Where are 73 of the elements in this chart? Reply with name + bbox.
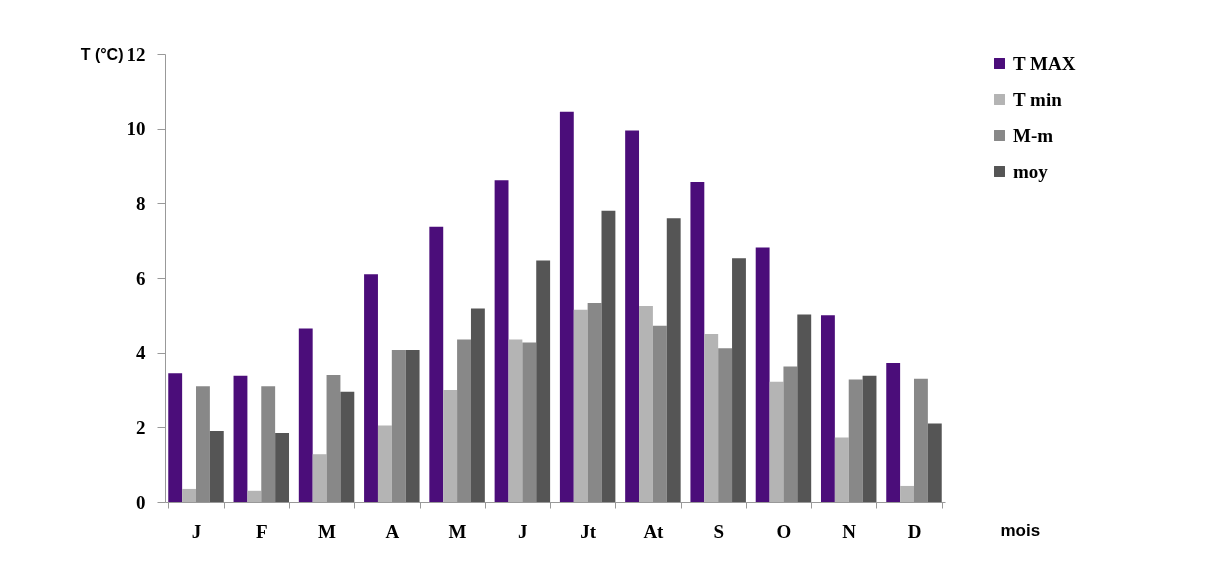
bar <box>470 308 485 502</box>
bar <box>755 247 770 502</box>
bar <box>601 210 616 502</box>
x-tick-label: A <box>385 520 400 542</box>
bar <box>652 325 667 502</box>
bar <box>820 315 835 502</box>
bar <box>196 386 210 502</box>
legend-label: T MAX <box>1013 52 1076 74</box>
bar <box>834 437 849 502</box>
bar <box>625 130 640 502</box>
bar <box>797 314 812 502</box>
x-tick-label: M <box>448 520 467 542</box>
bar <box>927 423 942 502</box>
x-tick-label: S <box>713 520 724 542</box>
bar <box>275 432 290 502</box>
bar <box>704 334 719 502</box>
bar <box>247 490 262 502</box>
bar <box>391 350 406 502</box>
bar <box>182 488 196 502</box>
y-tick-label: 2 <box>136 416 146 438</box>
bar <box>639 306 653 502</box>
bar <box>886 363 901 502</box>
bar <box>364 274 378 502</box>
bar <box>508 339 523 502</box>
bar <box>494 180 509 502</box>
y-tick-label: 0 <box>136 491 146 513</box>
bar <box>559 111 574 502</box>
y-tick-label: 10 <box>126 118 146 140</box>
x-axis-title: mois <box>1000 520 1041 540</box>
x-tick-label: J <box>518 520 528 542</box>
bar <box>298 328 313 502</box>
x-tick-label: F <box>255 520 268 542</box>
bar <box>862 375 877 502</box>
bar <box>783 366 798 502</box>
bar <box>377 425 392 502</box>
legend-label: moy <box>1013 160 1049 182</box>
x-tick-label: N <box>842 520 857 542</box>
y-tick-label: 12 <box>126 43 146 65</box>
y-tick-label: 8 <box>136 192 146 214</box>
bar <box>405 350 420 502</box>
bar <box>209 431 224 502</box>
bar <box>769 381 784 502</box>
bar <box>233 375 248 502</box>
bar <box>690 182 705 502</box>
bar <box>718 348 733 502</box>
y-axis-title: T (°C) <box>80 45 124 63</box>
bar <box>914 378 928 502</box>
bar <box>168 373 183 502</box>
bar <box>900 485 914 502</box>
bar <box>666 218 681 502</box>
x-tick-label: J <box>191 520 202 542</box>
bar <box>522 342 537 502</box>
x-tick-label: M <box>318 520 337 542</box>
bar <box>573 309 588 502</box>
x-tick-label: At <box>643 520 665 542</box>
legend-label: M-m <box>1013 124 1054 146</box>
bar <box>429 226 444 502</box>
x-tick-label: Jt <box>580 520 597 542</box>
bar <box>312 454 327 502</box>
bar <box>261 386 276 502</box>
legend-label: T min <box>1013 88 1063 110</box>
x-tick-label: D <box>907 520 922 542</box>
bar <box>340 391 355 502</box>
bar <box>848 379 863 502</box>
bar <box>457 339 471 502</box>
x-tick-label: O <box>776 520 792 542</box>
bar <box>732 258 746 502</box>
bar <box>536 260 551 502</box>
bar <box>326 375 341 502</box>
y-tick-label: 6 <box>136 267 146 289</box>
bar <box>587 303 602 502</box>
y-tick-label: 4 <box>136 342 146 364</box>
bar <box>443 390 458 502</box>
